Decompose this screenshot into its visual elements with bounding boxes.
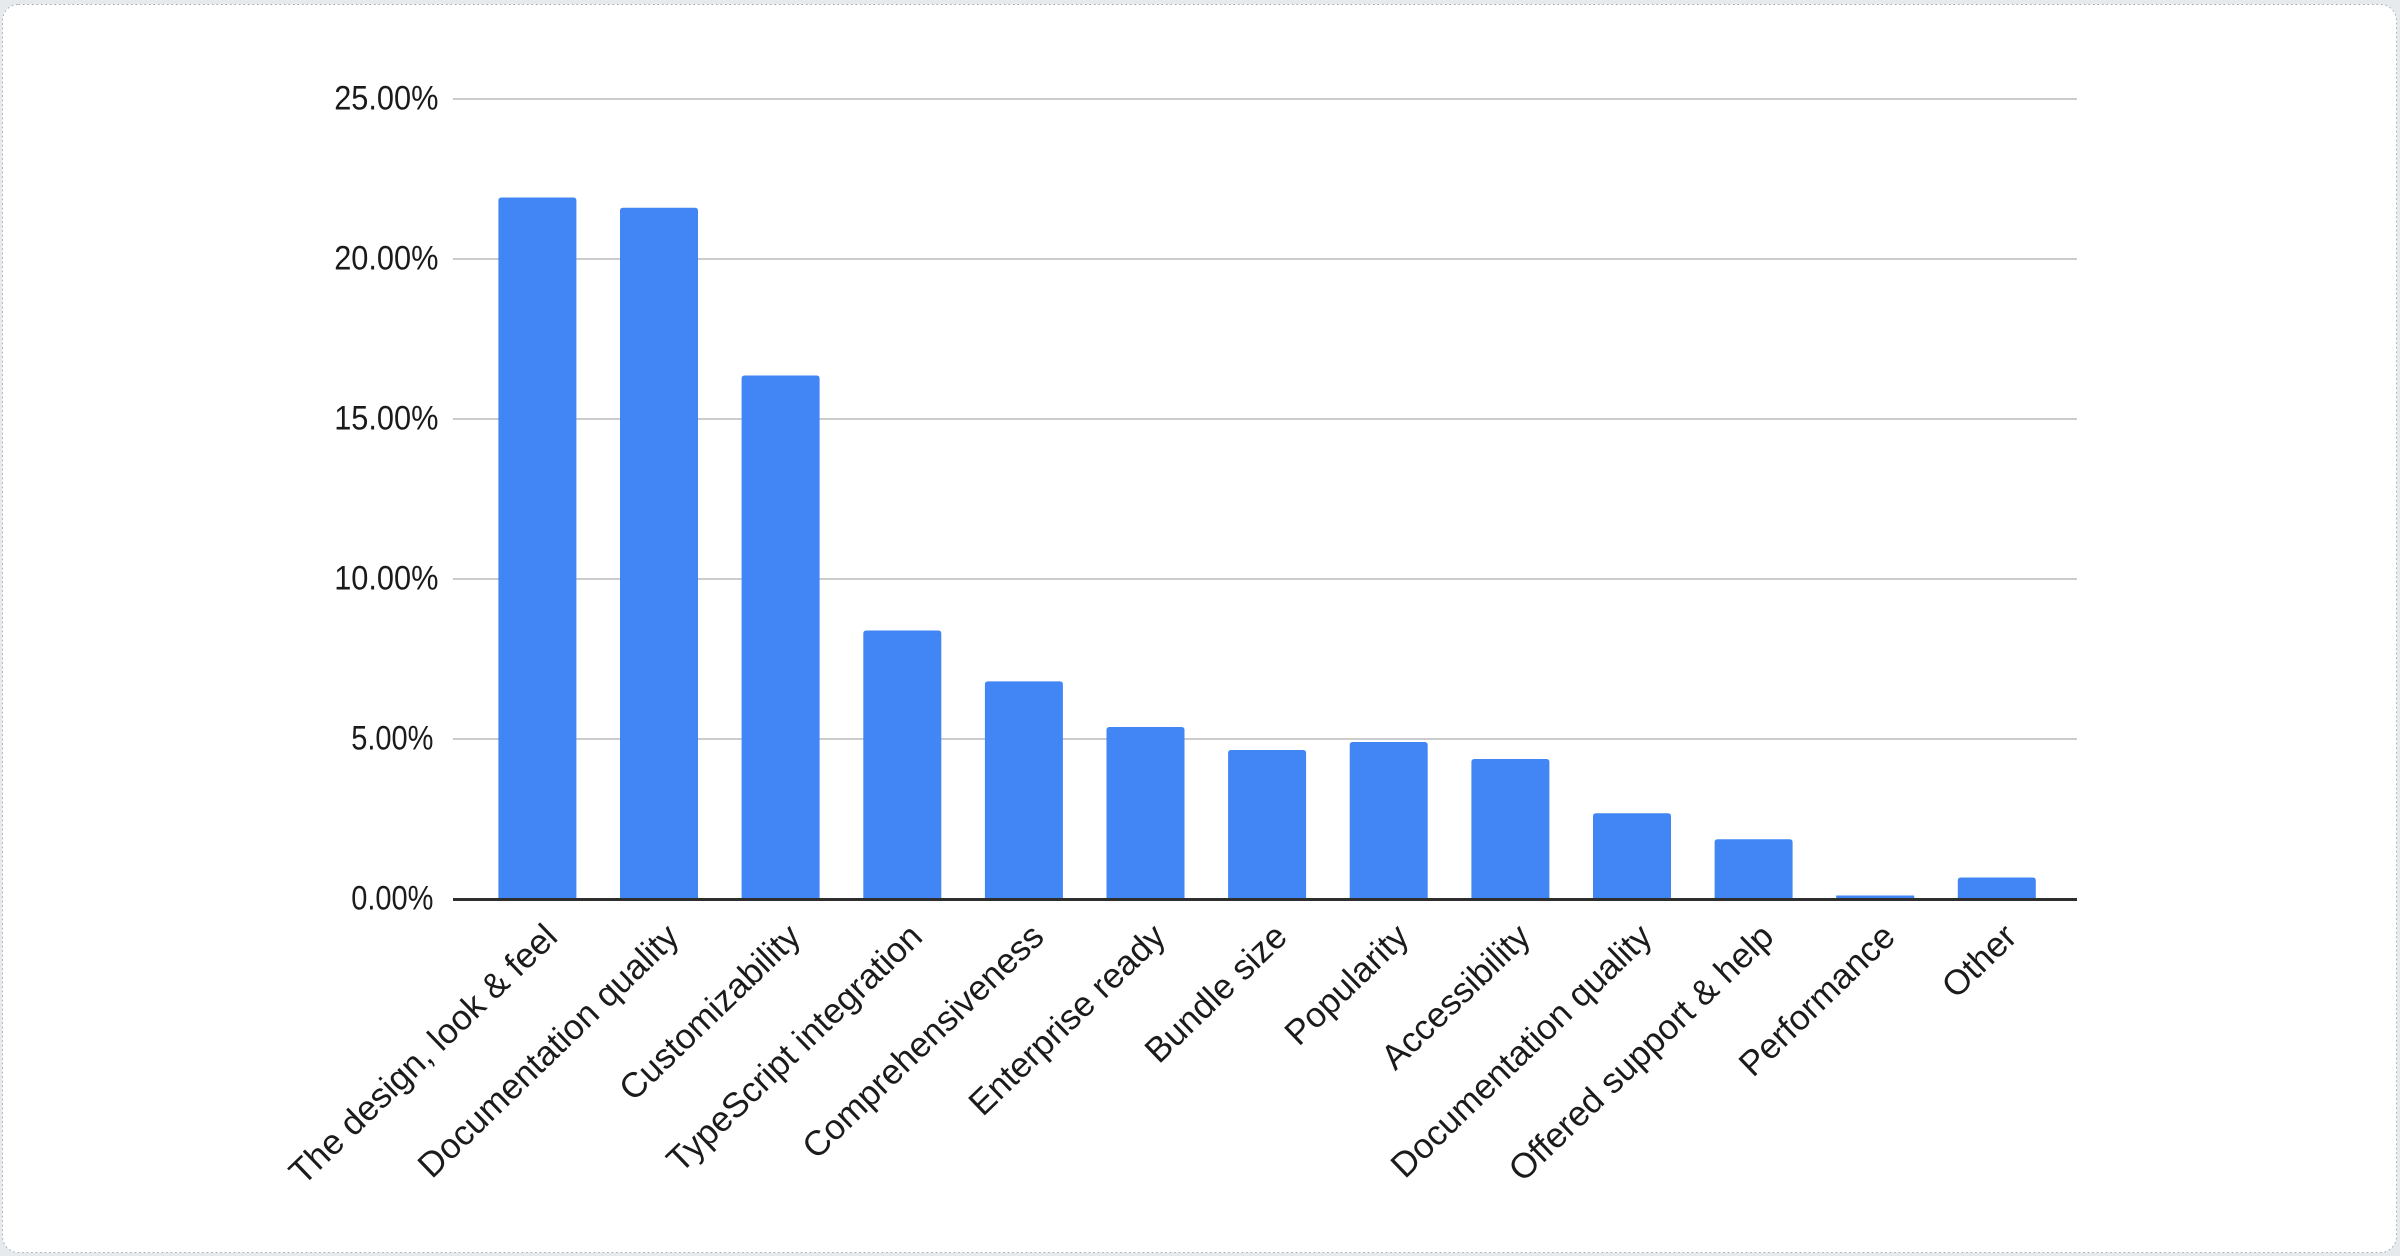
svg-text:0.00%: 0.00% — [351, 880, 433, 918]
svg-text:20.00%: 20.00% — [334, 240, 438, 278]
svg-text:10.00%: 10.00% — [334, 560, 438, 598]
svg-text:5.00%: 5.00% — [351, 720, 433, 758]
svg-text:15.00%: 15.00% — [334, 400, 438, 438]
svg-text:25.00%: 25.00% — [334, 80, 438, 118]
